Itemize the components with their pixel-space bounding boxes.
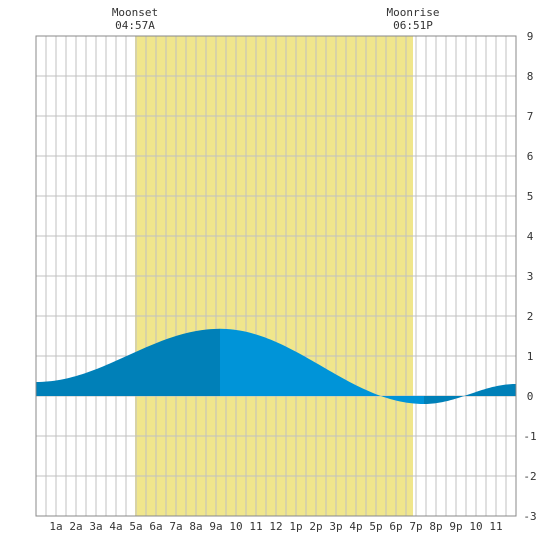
plot-frame	[35, 35, 517, 517]
moon-event-time: 04:57A	[115, 19, 155, 32]
y-tick-label: -2	[523, 470, 536, 483]
x-tick-label: 2a	[69, 520, 82, 533]
x-tick-label: 9p	[449, 520, 462, 533]
tide-area-rising	[36, 328, 220, 396]
x-tick-label: 7p	[409, 520, 422, 533]
x-tick-label: 3a	[89, 520, 102, 533]
x-tick-label: 1a	[49, 520, 62, 533]
y-tick-label: 6	[527, 150, 534, 163]
x-tick-label: 7a	[169, 520, 182, 533]
x-tick-label: 10	[229, 520, 242, 533]
x-tick-label: 8p	[429, 520, 442, 533]
tide-area-layer	[36, 328, 516, 404]
x-tick-label: 4a	[109, 520, 122, 533]
y-tick-label: 5	[527, 190, 534, 203]
y-tick-label: -3	[523, 510, 536, 523]
x-tick-label: 9a	[209, 520, 222, 533]
moon-event-label: Moonrise	[387, 6, 440, 19]
y-tick-label: 2	[527, 310, 534, 323]
moon-event-time: 06:51P	[393, 19, 433, 32]
x-tick-label: 5p	[369, 520, 382, 533]
x-tick-label: 10	[469, 520, 482, 533]
x-tick-label: 12	[269, 520, 282, 533]
y-tick-label: 8	[527, 70, 534, 83]
y-tick-label: 1	[527, 350, 534, 363]
x-tick-label: 6p	[389, 520, 402, 533]
x-tick-label: 8a	[189, 520, 202, 533]
x-tick-label: 3p	[329, 520, 342, 533]
y-tick-label: 0	[527, 390, 534, 403]
x-tick-label: 1p	[289, 520, 302, 533]
x-tick-label: 11	[489, 520, 502, 533]
y-tick-label: -1	[523, 430, 536, 443]
y-tick-label: 9	[527, 30, 534, 43]
x-tick-label: 6a	[149, 520, 162, 533]
y-tick-label: 3	[527, 270, 534, 283]
moon-event-label: Moonset	[112, 6, 158, 19]
tide-area-falling	[220, 328, 424, 404]
tide-area-rising	[424, 384, 516, 404]
grid-layer	[36, 36, 516, 516]
y-tick-label: 7	[527, 110, 534, 123]
x-tick-label: 2p	[309, 520, 322, 533]
x-tick-label: 4p	[349, 520, 362, 533]
x-tick-label: 11	[249, 520, 262, 533]
x-tick-label: 5a	[129, 520, 142, 533]
y-tick-label: 4	[527, 230, 534, 243]
